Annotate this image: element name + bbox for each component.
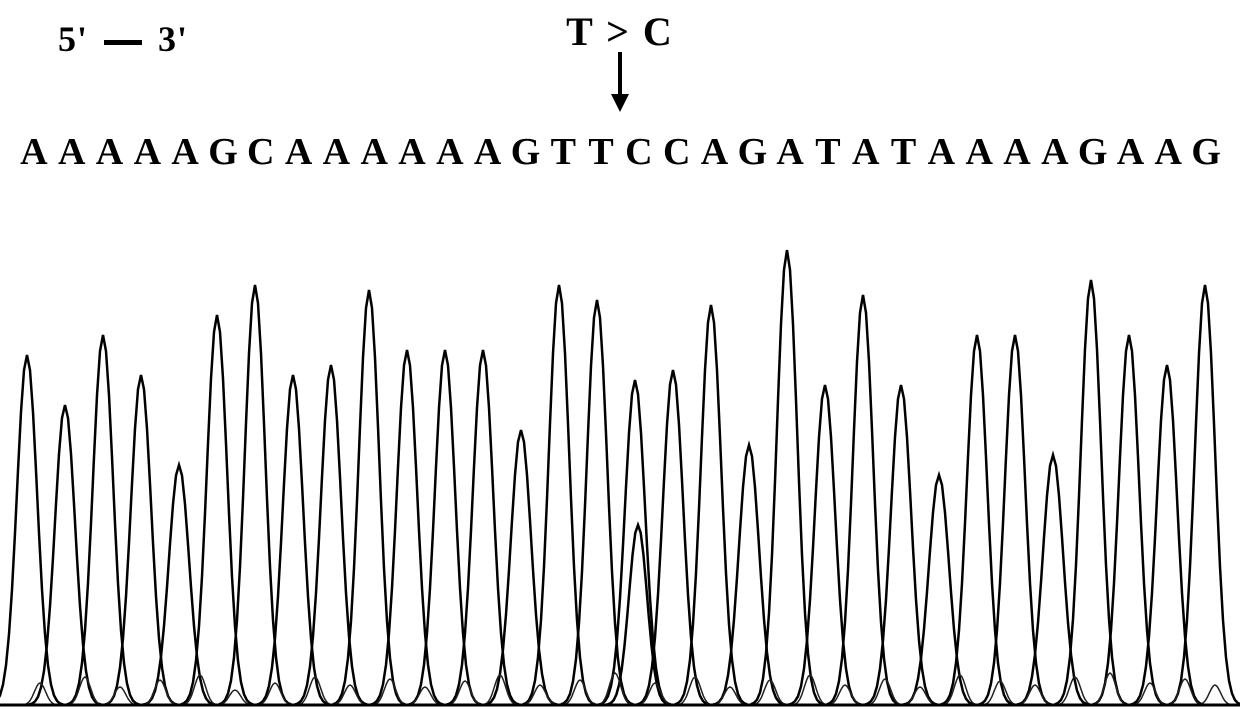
sequence-base: A [923,130,961,174]
chromatogram-peak [1169,285,1240,704]
chromatogram-peak [827,295,899,704]
sequence-base: G [507,130,545,174]
sequence-base: A [393,130,431,174]
chromatogram-noise-peak [1090,673,1130,705]
sequence-base: C [242,130,280,174]
sequence-base: G [1074,130,1112,174]
chromatogram-peak [143,465,215,705]
sequence-base: A [431,130,469,174]
sequence-base: C [658,130,696,174]
direction-dash [104,40,142,45]
sequence-base: A [280,130,318,174]
mutation-arrow [605,50,635,120]
chromatogram-peak [675,305,747,704]
header-area: 5' 3' T > C [0,0,1240,115]
sequence-base: G [204,130,242,174]
sequence-row: AAAAAGCAAAAAAGTTCCAGATATAAAAGAAG [15,130,1225,174]
sequence-base: A [960,130,998,174]
chromatogram-svg [0,195,1240,717]
chromatogram-peak [751,250,823,704]
direction-label: 5' 3' [58,18,188,60]
sequence-base: A [355,130,393,174]
chromatogram-peak [67,335,139,704]
sequence-base: A [53,130,91,174]
sequence-base: A [166,130,204,174]
three-prime: 3' [158,19,188,59]
sequence-base: G [733,130,771,174]
sequence-base: C [620,130,658,174]
chromatogram-peak [1055,280,1127,704]
mutation-label: T > C [566,8,674,55]
chromatogram [0,195,1240,717]
sequence-base: G [1187,130,1225,174]
sequence-base: T [809,130,847,174]
sequence-base: A [128,130,166,174]
sequence-base: A [91,130,129,174]
chromatogram-peak [523,285,595,704]
sequence-base: A [771,130,809,174]
chromatogram-peak [219,285,291,704]
sequence-base: A [696,130,734,174]
chromatogram-noise-peak [1195,685,1235,705]
sequence-base: A [1112,130,1150,174]
sequence-base: A [1149,130,1187,174]
sequence-base: T [582,130,620,174]
sequence-base: A [998,130,1036,174]
chromatogram-peak [333,290,405,704]
sequence-base: A [847,130,885,174]
chromatogram-noise-peak [140,680,180,705]
sequence-base: T [885,130,923,174]
five-prime: 5' [58,19,88,59]
sequence-base: A [318,130,356,174]
sequence-base: T [544,130,582,174]
sequence-base: A [15,130,53,174]
chromatogram-peak [903,475,975,705]
sequence-base: A [1036,130,1074,174]
sequence-base: A [469,130,507,174]
